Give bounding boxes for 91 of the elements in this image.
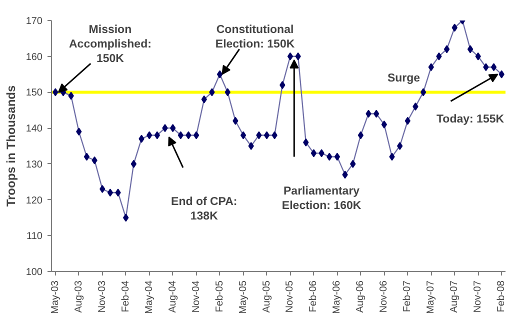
point: [123, 214, 129, 222]
point: [92, 156, 98, 164]
point: [467, 45, 474, 54]
x-tick-label: Nov-05: [284, 280, 296, 313]
y-tick-label: 120: [26, 195, 43, 206]
point: [404, 116, 410, 125]
point: [310, 149, 317, 158]
x-tick-label: May-06: [332, 280, 343, 314]
x-tick-label: Aug-03: [73, 280, 84, 313]
point: [366, 110, 372, 118]
y-tick-label: 170: [26, 16, 43, 27]
point: [280, 81, 286, 90]
x-tick-label: Nov-03: [96, 280, 108, 313]
x-tick-label: May-07: [426, 280, 437, 314]
point: [444, 45, 450, 54]
point: [107, 188, 114, 197]
annotation: Today: 155K: [436, 114, 505, 126]
y-tick-label: 100: [26, 267, 43, 278]
point: [248, 142, 254, 150]
x-tick-label: May-04: [144, 280, 155, 314]
point: [334, 152, 340, 161]
y-tick-label: 150: [26, 88, 43, 99]
point: [84, 152, 90, 161]
point: [490, 63, 497, 72]
point: [186, 131, 192, 140]
x-tick-label: May-03: [50, 280, 61, 314]
point: [389, 152, 395, 161]
annotation: End of CPA: 138K: [171, 196, 238, 223]
point: [256, 131, 262, 140]
point: [170, 124, 176, 132]
y-tick-label: 130: [26, 159, 43, 170]
point: [342, 170, 348, 179]
y-tick-label: 160: [26, 52, 43, 63]
point: [303, 138, 309, 146]
point: [358, 131, 364, 140]
x-tick-label: Feb-04: [120, 280, 132, 312]
x-tick-label: May-05: [238, 280, 249, 314]
annotation: Constitutional Election: 150K: [215, 24, 296, 50]
point: [436, 52, 442, 60]
point: [264, 131, 270, 140]
point: [216, 70, 223, 78]
x-tick-label: Aug-04: [167, 280, 178, 313]
y-axis-title: Troops in Thousands: [4, 85, 18, 207]
point: [224, 88, 230, 96]
x-tick-label: Aug-07: [449, 280, 460, 313]
point: [326, 152, 332, 161]
point: [209, 88, 215, 96]
point: [295, 52, 301, 60]
point: [350, 160, 356, 168]
y-tick-label: 110: [26, 231, 43, 242]
point: [475, 52, 481, 60]
x-tick-label: Nov-04: [190, 280, 202, 313]
x-tick-label: Feb-08: [496, 280, 508, 312]
point: [412, 102, 418, 111]
point: [201, 95, 207, 104]
point: [420, 88, 426, 96]
point: [396, 142, 403, 150]
x-tick-label: Nov-07: [472, 280, 484, 313]
point: [52, 88, 58, 96]
point: [178, 131, 184, 140]
point: [162, 124, 168, 132]
point: [115, 188, 121, 197]
point: [76, 128, 82, 136]
point: [193, 131, 200, 140]
point: [381, 120, 388, 128]
point: [68, 92, 74, 100]
annotation: Parliamentary Election: 160K: [282, 185, 362, 212]
point: [154, 131, 160, 140]
point: [374, 110, 380, 118]
point: [240, 131, 246, 140]
x-tick-label: Feb-07: [402, 280, 414, 312]
x-tick-label: Feb-05: [214, 280, 226, 312]
point: [272, 131, 278, 140]
point: [146, 131, 152, 140]
point: [452, 24, 458, 32]
point: [232, 116, 238, 125]
point: [318, 149, 324, 158]
point: [138, 134, 144, 143]
annotation: Mission Accomplished: 150K: [68, 24, 152, 65]
x-tick-label: Aug-05: [261, 280, 272, 313]
point: [130, 160, 137, 168]
point: [100, 185, 106, 194]
x-tick-label: Nov-06: [378, 280, 390, 313]
point: [287, 52, 294, 60]
point: [428, 63, 434, 72]
x-tick-label: Aug-06: [355, 280, 366, 313]
point: [498, 70, 504, 78]
annotation: Surge: [387, 72, 420, 84]
y-tick-label: 140: [26, 124, 43, 135]
point: [483, 63, 489, 72]
x-tick-label: Feb-06: [308, 280, 320, 312]
